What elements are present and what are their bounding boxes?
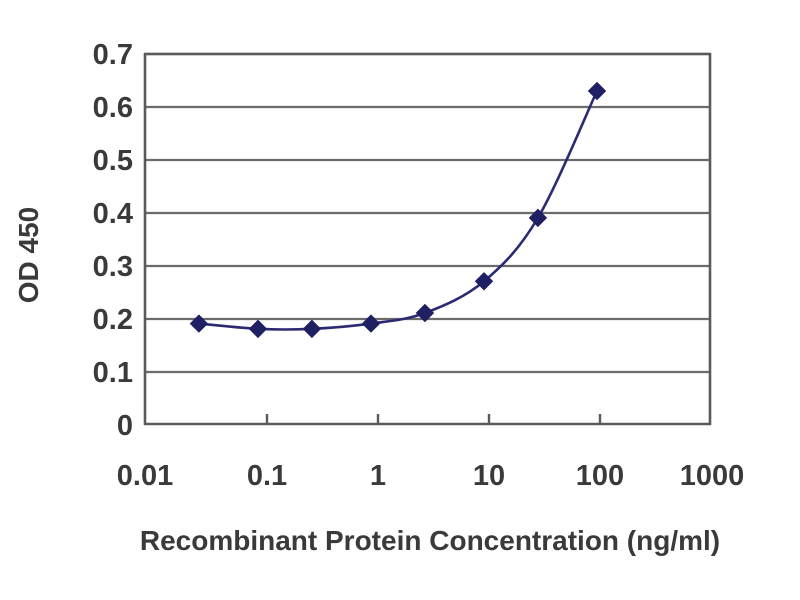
x-tick-label-10: 10 bbox=[473, 460, 505, 492]
x-tick-label-100: 100 bbox=[576, 460, 624, 492]
data-point-marker[interactable] bbox=[528, 208, 548, 228]
data-point-marker[interactable] bbox=[415, 303, 435, 323]
y-tick-label-0.3: 0.3 bbox=[93, 251, 133, 283]
y-axis-title: OD 450 bbox=[13, 207, 44, 304]
y-tick-label-0.2: 0.2 bbox=[93, 304, 133, 336]
axes-frame bbox=[143, 52, 712, 426]
data-series-group bbox=[189, 81, 607, 339]
y-tick-label-0.1: 0.1 bbox=[93, 357, 133, 389]
y-tick-labels-group: 0.7 0.6 0.5 0.4 0.3 0.2 0.1 0 bbox=[93, 39, 133, 442]
x-tick-labels-group: 0.01 0.1 1 10 100 1000 bbox=[117, 460, 744, 492]
y-tick-label-0.5: 0.5 bbox=[93, 145, 133, 177]
x-axis-title: Recombinant Protein Concentration (ng/ml… bbox=[140, 525, 720, 556]
x-tick-label-1: 1 bbox=[370, 460, 386, 492]
y-tick-label-0.6: 0.6 bbox=[93, 92, 133, 124]
data-point-marker[interactable] bbox=[189, 314, 209, 333]
data-point-marker[interactable] bbox=[302, 319, 322, 339]
data-point-marker[interactable] bbox=[248, 319, 268, 339]
y-tick-label-0.7: 0.7 bbox=[93, 39, 133, 71]
y-tick-label-0.4: 0.4 bbox=[93, 198, 133, 230]
x-tick-label-0.1: 0.1 bbox=[247, 460, 287, 492]
data-point-marker[interactable] bbox=[361, 314, 381, 333]
x-tick-label-1000: 1000 bbox=[680, 460, 745, 492]
x-tickmarks-group bbox=[265, 414, 602, 424]
data-point-marker[interactable] bbox=[474, 272, 494, 291]
x-tick-label-0.01: 0.01 bbox=[117, 460, 173, 492]
y-tick-label-0: 0 bbox=[117, 410, 133, 442]
data-point-marker[interactable] bbox=[587, 81, 607, 101]
